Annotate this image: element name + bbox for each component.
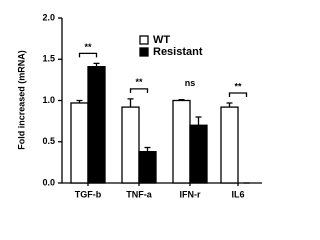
significance-bracket [129, 88, 149, 93]
y-tick-label: 2.0 [42, 12, 55, 22]
bar [121, 106, 140, 184]
bar [70, 102, 89, 184]
bar [220, 106, 239, 184]
significance-bracket [78, 52, 98, 58]
y-axis-label: Fold increased (mRNA) [16, 50, 26, 150]
y-tick-label: 0.5 [42, 136, 55, 146]
bar [87, 66, 106, 184]
error-bar [226, 102, 233, 108]
x-tick-label: IFN-r [180, 189, 201, 199]
bar [189, 124, 208, 184]
chart: Fold increased (mRNA) 0.0 0.5 1.0 1.5 2.0 TGF… [16, 12, 262, 199]
error-bar [144, 146, 151, 152]
bar [138, 150, 157, 184]
x-tick-label: TGF-b [75, 189, 102, 199]
significance-bracket [228, 92, 248, 97]
y-tick-label: 1.5 [42, 54, 55, 64]
significance-label: ns [185, 78, 196, 88]
legend-swatch [139, 35, 149, 45]
significance-label: ** [135, 77, 143, 87]
bar [172, 99, 191, 184]
x-tick-label: IL6 [231, 189, 244, 199]
error-bar [76, 99, 83, 103]
legend-label: WT [153, 34, 170, 46]
significance-label: ** [84, 42, 92, 52]
y-tick-label: 1.0 [42, 95, 55, 105]
legend-label: Resistant [153, 46, 203, 58]
error-bar [93, 62, 100, 67]
x-tick-label: TNF-a [126, 189, 152, 199]
error-bar [178, 99, 185, 101]
significance-label: ** [234, 81, 242, 91]
y-tick-label: 0.0 [42, 177, 55, 187]
legend-swatch [139, 47, 149, 57]
error-bar [127, 98, 134, 108]
error-bar [195, 116, 202, 126]
